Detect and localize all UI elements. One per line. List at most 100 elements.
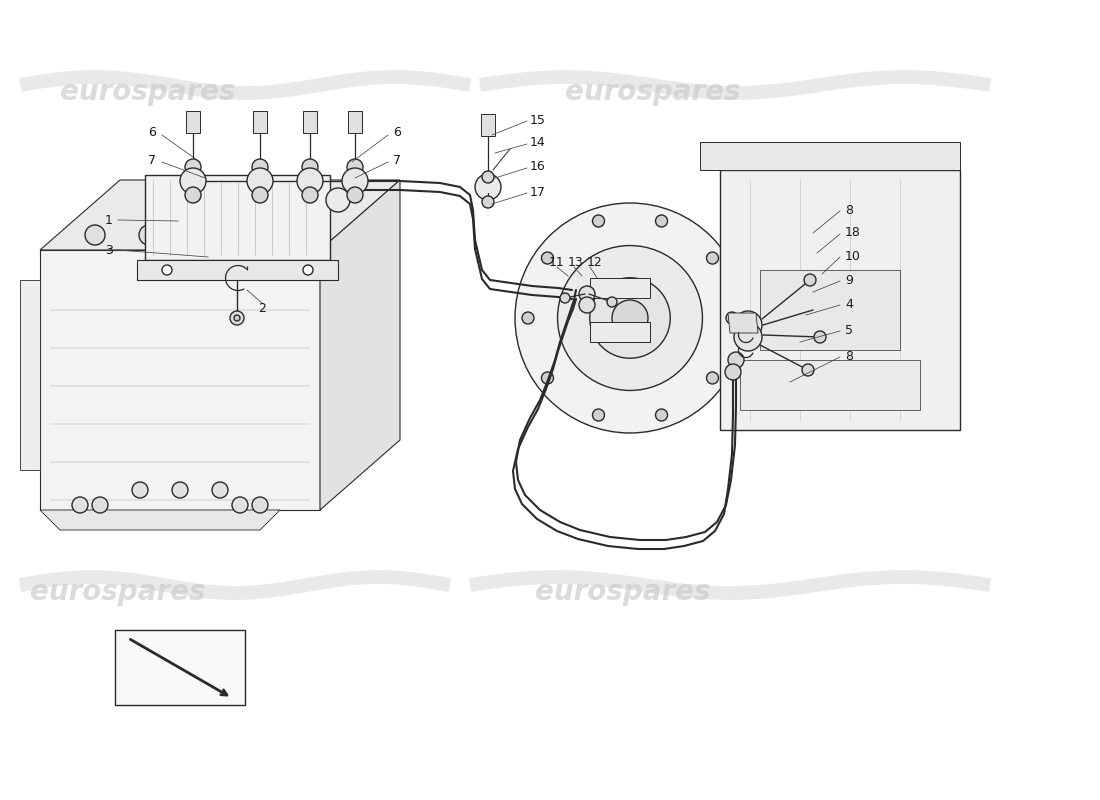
Text: eurospares: eurospares [60,78,235,106]
Circle shape [560,293,570,303]
Text: 1: 1 [104,214,113,226]
Circle shape [593,409,605,421]
Circle shape [302,265,313,275]
Text: 14: 14 [530,137,546,150]
Text: 18: 18 [845,226,861,239]
Circle shape [804,274,816,286]
Text: 7: 7 [148,154,156,166]
Circle shape [590,278,670,358]
Text: 15: 15 [530,114,546,126]
Circle shape [301,225,321,245]
Text: 10: 10 [845,250,861,262]
Text: eurospares: eurospares [30,578,206,606]
Text: eurospares: eurospares [535,578,711,606]
Text: 7: 7 [393,154,402,166]
Bar [740,360,920,410]
Bar [116,630,245,705]
Circle shape [162,265,172,275]
Polygon shape [40,510,280,530]
Circle shape [252,159,268,175]
Circle shape [185,159,201,175]
Text: 11: 11 [549,255,564,269]
Bar [481,114,495,136]
Bar [700,142,960,170]
Text: 8: 8 [845,350,853,362]
Text: 2: 2 [258,302,266,314]
Circle shape [185,187,201,203]
Circle shape [728,352,744,368]
Text: 16: 16 [530,161,546,174]
Circle shape [725,364,741,380]
Circle shape [515,203,745,433]
Circle shape [230,311,244,325]
Circle shape [656,409,668,421]
Circle shape [326,188,350,212]
Circle shape [579,297,595,313]
Circle shape [248,168,273,194]
Text: 8: 8 [845,203,853,217]
Polygon shape [20,280,40,470]
Circle shape [248,225,267,245]
Circle shape [541,252,553,264]
Bar [302,111,317,133]
Circle shape [579,286,595,302]
Text: 13: 13 [568,255,584,269]
Circle shape [734,311,762,339]
Bar [253,111,267,133]
Circle shape [814,331,826,343]
Text: 9: 9 [845,274,853,286]
Circle shape [85,225,104,245]
Text: 12: 12 [587,255,603,269]
Polygon shape [720,170,960,430]
Bar [348,111,362,133]
Bar [590,322,650,342]
Circle shape [252,497,268,513]
Circle shape [139,225,159,245]
Circle shape [192,225,213,245]
Polygon shape [320,180,400,510]
Circle shape [72,497,88,513]
Circle shape [558,246,703,390]
Text: 4: 4 [845,298,853,310]
Circle shape [302,187,318,203]
Polygon shape [728,313,758,333]
Polygon shape [40,180,400,250]
Circle shape [212,482,228,498]
Circle shape [475,174,500,200]
Circle shape [482,196,494,208]
Circle shape [132,482,148,498]
Circle shape [297,168,323,194]
Circle shape [92,497,108,513]
Circle shape [232,497,248,513]
Bar [138,260,338,280]
Circle shape [234,315,240,321]
Circle shape [593,215,605,227]
Bar [760,270,900,350]
Circle shape [734,323,762,351]
Bar [145,175,330,260]
Circle shape [706,372,718,384]
Circle shape [346,187,363,203]
Text: 6: 6 [148,126,156,138]
Circle shape [346,159,363,175]
Text: eurospares: eurospares [565,78,740,106]
Circle shape [252,187,268,203]
Circle shape [522,312,534,324]
Circle shape [482,171,494,183]
Text: 3: 3 [104,243,113,257]
Polygon shape [40,250,320,510]
Circle shape [302,159,318,175]
Text: 17: 17 [530,186,546,198]
Bar [170,197,270,235]
Bar [590,278,650,298]
Text: 6: 6 [393,126,400,138]
Circle shape [656,215,668,227]
Circle shape [802,364,814,376]
Circle shape [726,312,738,324]
Circle shape [172,482,188,498]
Circle shape [342,168,369,194]
Bar [186,111,200,133]
Circle shape [706,252,718,264]
Text: 5: 5 [845,323,853,337]
Circle shape [541,372,553,384]
